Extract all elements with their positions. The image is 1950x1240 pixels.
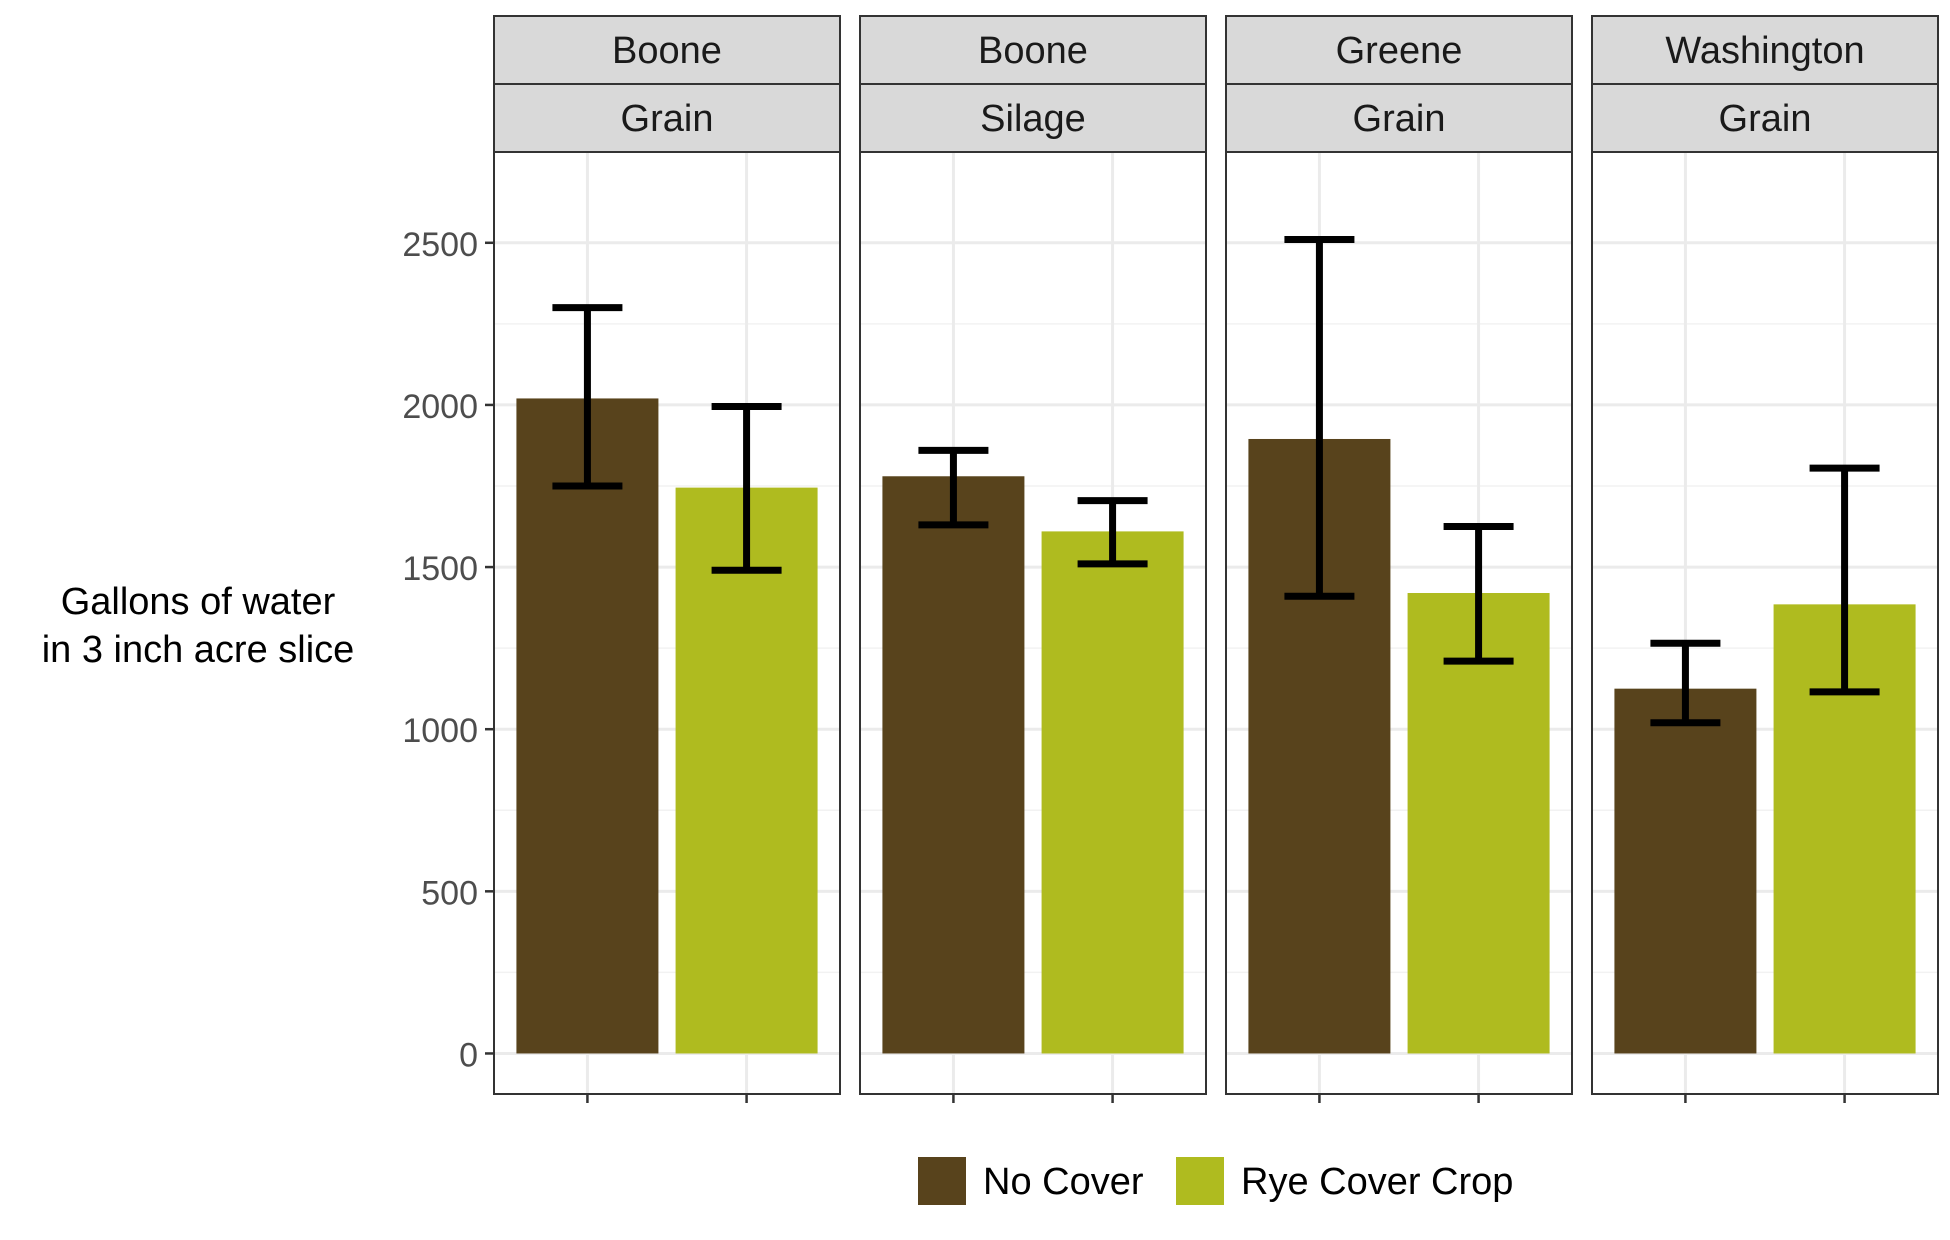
y-tick-label: 2000 (402, 388, 478, 426)
bar-rye-cover-crop (1407, 593, 1550, 1054)
facet-strip (1225, 15, 1573, 85)
error-bar (1650, 639, 1721, 727)
y-tick-label: 2500 (402, 226, 478, 264)
facet-strip (1591, 83, 1939, 153)
legend-item: No Cover (918, 1157, 1144, 1205)
bar-rye-cover-crop (675, 487, 818, 1054)
bar-rye-cover-crop (1041, 531, 1184, 1054)
facet-strip-label: Boone (978, 30, 1088, 72)
facet-strip (493, 83, 841, 153)
facet-panel-3: Washington Grain (1591, 15, 1939, 1103)
facet-strip (1225, 83, 1573, 153)
facet-strip-label: Washington (1665, 30, 1864, 72)
error-bar (552, 304, 623, 490)
facet-strip-label: Grain (1719, 98, 1812, 140)
facet-strip (859, 15, 1207, 85)
legend-item: Rye Cover Crop (1176, 1157, 1513, 1205)
bar-no-cover (882, 476, 1025, 1054)
facet-strip-label: Silage (980, 98, 1086, 140)
facet-panel-0: Boone Grain (493, 15, 841, 1103)
y-tick-label: 1500 (402, 550, 478, 588)
error-bar (1284, 236, 1355, 600)
facet-strip (859, 83, 1207, 153)
legend-key (918, 1157, 966, 1205)
legend-label: No Cover (983, 1161, 1144, 1203)
facet-strip-label: Grain (1353, 98, 1446, 140)
error-bar (1077, 497, 1148, 568)
facet-strip (493, 15, 841, 85)
legend-key (1176, 1157, 1224, 1205)
y-tick-label: 0 (459, 1036, 478, 1074)
facet-panel-1: Boone Silage (859, 15, 1207, 1103)
error-bar (1443, 523, 1514, 665)
legend: No Cover Rye Cover Crop (918, 1157, 1513, 1205)
facet-panel-2: Greene Grain (1225, 15, 1573, 1103)
facet-strip-label: Grain (621, 98, 714, 140)
y-axis-title-line: Gallons of water (61, 581, 336, 623)
bar-no-cover (1614, 688, 1757, 1054)
facet-strip-label: Boone (612, 30, 722, 72)
bar-no-cover (516, 398, 659, 1054)
error-bar (711, 403, 782, 574)
error-bar (1809, 464, 1880, 696)
legend-label: Rye Cover Crop (1241, 1161, 1513, 1203)
error-bar (918, 446, 989, 529)
y-tick-label: 500 (421, 874, 478, 912)
facet-strip-label: Greene (1336, 30, 1463, 72)
y-axis-title: Gallons of water in 3 inch acre slice (42, 581, 355, 671)
y-axis: 0 500 1000 1500 2000 2500 (402, 226, 494, 1074)
y-tick-label: 1000 (402, 712, 478, 750)
y-axis-title-line: in 3 inch acre slice (42, 629, 355, 671)
